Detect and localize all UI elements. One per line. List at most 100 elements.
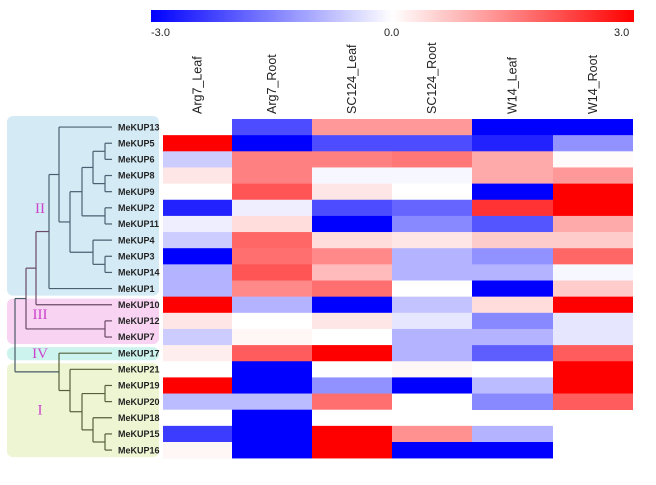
row-label: MeKUP3 <box>118 251 155 261</box>
heatmap-cell <box>392 442 472 459</box>
heatmap-cell <box>232 135 312 152</box>
heatmap-cell <box>472 264 553 281</box>
heatmap-cell <box>163 425 232 443</box>
heatmap-cell <box>553 135 633 152</box>
heatmap-cell <box>472 345 553 362</box>
colorbar-tick-max: 3.0 <box>614 27 629 39</box>
heatmap-cell <box>472 135 553 152</box>
clade-label-IV: IV <box>32 346 48 362</box>
heatmap-cell <box>392 199 472 217</box>
heatmap-cell <box>472 167 553 184</box>
heatmap-cell <box>232 409 312 427</box>
heatmap-cell <box>163 328 232 346</box>
heatmap-cell <box>232 151 312 168</box>
column-label: W14_Leaf <box>506 56 520 114</box>
heatmap-cell <box>312 119 392 136</box>
heatmap-cell <box>163 442 232 459</box>
column-label: W14_Root <box>586 54 600 114</box>
heatmap-cell <box>392 264 472 281</box>
colorbar-gradient <box>151 10 634 22</box>
heatmap-cell <box>232 248 312 265</box>
heatmap-cell <box>472 248 553 265</box>
heatmap-cell <box>312 199 392 217</box>
column-label: Arg7_Root <box>265 54 279 114</box>
clade-label-II: II <box>35 201 45 217</box>
clade-background-III <box>7 298 159 345</box>
heatmap-cell <box>392 215 472 233</box>
heatmap-cell <box>163 167 232 184</box>
heatmap-cell <box>312 409 392 427</box>
heatmap-cell <box>553 248 633 265</box>
heatmap-cell <box>472 280 553 297</box>
heatmap-cell <box>553 199 633 217</box>
heatmap-cell <box>163 248 232 265</box>
row-label: MeKUP14 <box>118 268 160 278</box>
heatmap-cell <box>472 425 553 443</box>
clade-background-II <box>7 116 159 296</box>
heatmap-cell <box>553 183 633 201</box>
heatmap-cell <box>312 296 392 314</box>
row-label: MeKUP5 <box>118 138 155 148</box>
heatmap-cell <box>312 328 392 346</box>
heatmap-cell <box>232 312 312 330</box>
heatmap-cell <box>312 425 392 443</box>
row-label: MeKUP7 <box>118 332 155 342</box>
heatmap-cell <box>553 345 633 362</box>
heatmap-cell <box>232 345 312 362</box>
heatmap-cell <box>553 264 633 281</box>
heatmap-cell <box>232 183 312 201</box>
row-label: MeKUP13 <box>118 122 160 132</box>
heatmap-cell <box>472 199 553 217</box>
heatmap-cell <box>312 264 392 281</box>
heatmap-cell <box>472 393 553 410</box>
row-label: MeKUP8 <box>118 171 155 181</box>
heatmap-cell <box>472 151 553 168</box>
heatmap-cell <box>163 183 232 201</box>
heatmap-cell <box>163 296 232 314</box>
heatmap-cell <box>553 167 633 184</box>
heatmap-cell <box>232 264 312 281</box>
row-label: MeKUP2 <box>118 203 155 213</box>
heatmap-cell <box>392 312 472 330</box>
heatmap-cell <box>392 393 472 410</box>
colorbar-tick-min: -3.0 <box>151 27 170 39</box>
heatmap-cell <box>163 135 232 152</box>
row-labels: MeKUP13 MeKUP5 MeKUP6 MeKUP8 MeKUP9 MeKUP2 MeK… <box>118 122 160 455</box>
heatmap-cell <box>392 119 472 136</box>
row-label: MeKUP10 <box>118 300 160 310</box>
heatmap-cell <box>472 183 553 201</box>
heatmap-cell <box>163 199 232 217</box>
heatmap-cell <box>232 232 312 249</box>
heatmap-cell <box>163 393 232 410</box>
row-label: MeKUP17 <box>118 348 160 358</box>
heatmap-cell <box>392 280 472 297</box>
row-label: MeKUP6 <box>118 155 155 165</box>
row-label: MeKUP11 <box>118 219 159 229</box>
heatmap-cell <box>163 232 232 249</box>
heatmap-cell <box>163 151 232 168</box>
heatmap-cell <box>392 425 472 443</box>
row-label: MeKUP15 <box>118 429 160 439</box>
heatmap-cell <box>312 393 392 410</box>
heatmap-cell <box>472 442 553 459</box>
heatmap-cell <box>553 393 633 410</box>
row-label: MeKUP9 <box>118 187 155 197</box>
colorbar: -3.0 0.0 3.0 <box>151 10 634 39</box>
heatmap-cell <box>312 377 392 394</box>
heatmap-cell <box>312 312 392 330</box>
heatmap-cell <box>312 280 392 297</box>
heatmap-cell <box>312 232 392 249</box>
heatmap-cell <box>232 280 312 297</box>
heatmap-cell <box>472 361 553 378</box>
heatmap-cell <box>392 151 472 168</box>
heatmap-cell <box>312 135 392 152</box>
heatmap-cell <box>232 442 312 459</box>
heatmap-cell <box>392 232 472 249</box>
row-label: MeKUP20 <box>118 397 160 407</box>
heatmap-cell <box>553 377 633 394</box>
heatmap-cell <box>392 377 472 394</box>
heatmap-cell <box>232 361 312 378</box>
heatmap-cell <box>472 215 553 233</box>
